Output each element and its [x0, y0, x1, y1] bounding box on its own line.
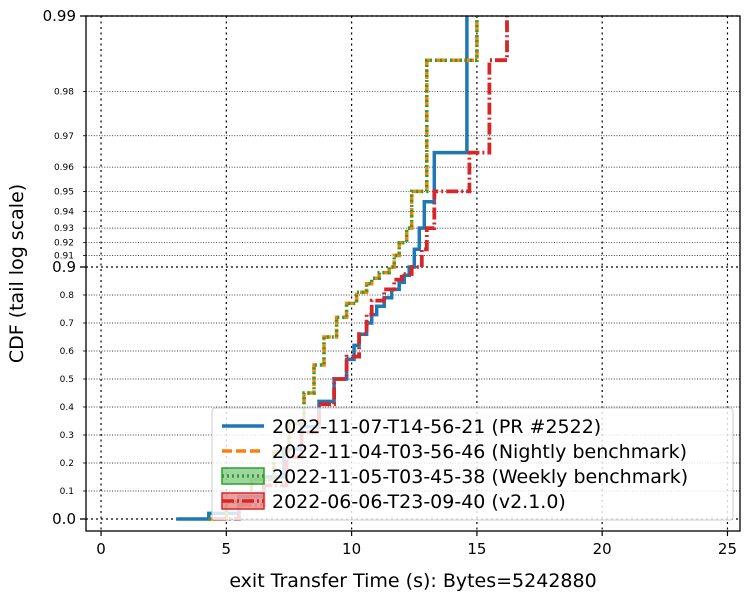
y-minor-tick-label: 0.91 [54, 252, 74, 262]
legend-label-4: 2022-06-06-T23-09-40 (v2.1.0) [272, 491, 566, 513]
x-axis-label: exit Transfer Time (s): Bytes=5242880 [229, 570, 596, 592]
y-major-tick-label: 0.9 [52, 258, 76, 276]
x-tick-label: 15 [467, 540, 486, 558]
x-tick-label: 5 [222, 540, 232, 558]
y-minor-tick-label: 0.97 [54, 132, 74, 142]
y-minor-tick-label: 0.2 [60, 459, 74, 469]
y-minor-tick-label: 0.7 [60, 319, 74, 329]
x-tick-label: 20 [593, 540, 612, 558]
y-minor-tick-label: 0.1 [60, 487, 74, 497]
legend-label-3: 2022-11-05-T03-45-38 (Weekly benchmark) [272, 466, 688, 488]
y-axis-label: CDF (tail log scale) [6, 184, 28, 363]
y-minor-tick-label: 0.92 [54, 239, 74, 249]
x-tick-label: 10 [342, 540, 361, 558]
y-minor-tick-label: 0.5 [60, 375, 74, 385]
y-minor-tick-label: 0.4 [60, 403, 75, 413]
legend-label-2: 2022-11-04-T03-56-46 (Nightly benchmark) [272, 441, 687, 463]
y-minor-tick-label: 0.3 [60, 431, 74, 441]
y-major-tick-label: 0.99 [43, 7, 76, 25]
y-minor-tick-label: 0.94 [54, 207, 74, 217]
x-tick-label: 0 [96, 540, 106, 558]
y-minor-tick-label: 0.8 [60, 291, 75, 301]
x-tick-label: 25 [718, 540, 737, 558]
y-minor-tick-label: 0.93 [54, 224, 74, 234]
y-minor-tick-label: 0.96 [54, 163, 74, 173]
y-minor-tick-label: 0.95 [54, 187, 74, 197]
y-minor-tick-label: 0.98 [54, 88, 74, 98]
legend: 2022-11-07-T14-56-21 (PR #2522) 2022-11-0… [211, 407, 734, 521]
y-minor-tick-label: 0.6 [60, 347, 75, 357]
legend-box [211, 407, 734, 521]
tick-layer: 0 5 10 15 20 250.10.20.30.40.50.60.70.80.910.… [43, 7, 737, 558]
legend-label-1: 2022-11-07-T14-56-21 (PR #2522) [272, 416, 601, 438]
plot-frame [85, 15, 741, 532]
y-major-tick-label: 0.0 [52, 510, 76, 528]
